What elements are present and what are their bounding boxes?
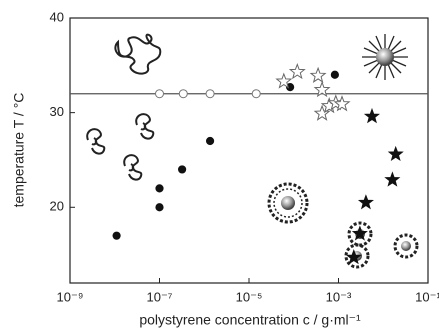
circle-marker — [205, 136, 215, 146]
star-marker — [309, 66, 327, 83]
circle-marker — [178, 165, 187, 174]
star-marker — [275, 72, 293, 89]
globule-icon — [135, 113, 155, 140]
x-tick-label: 10⁻⁷ — [146, 289, 172, 304]
circle-marker — [286, 82, 295, 92]
circle-marker — [155, 184, 164, 193]
star-marker — [357, 194, 374, 210]
star-marker — [288, 62, 306, 80]
circle-marker — [251, 89, 261, 99]
star-marker — [384, 171, 401, 187]
y-axis-label: temperature T / °C — [11, 93, 27, 208]
circle-marker — [205, 89, 215, 99]
icons — [86, 33, 162, 181]
x-axis-label: polystyrene concentration c / g·ml⁻¹ — [139, 312, 361, 328]
globule-icon — [86, 128, 106, 155]
micelle-icon — [362, 34, 408, 80]
y-tick-label: 40 — [50, 9, 64, 24]
globule-icon — [123, 154, 143, 181]
star-marker — [313, 104, 331, 121]
y-tick-label: 20 — [50, 199, 64, 214]
plot-frame — [69, 17, 429, 284]
coil-icon — [114, 33, 162, 75]
x-tick-label: 10⁻⁵ — [236, 289, 263, 304]
y-tick-label: 30 — [50, 104, 64, 119]
x-tick-label: 10⁻¹ — [415, 289, 439, 304]
star-marker — [363, 107, 380, 124]
circle-marker — [155, 203, 164, 212]
aggregate-icons — [267, 182, 419, 269]
star-marker — [387, 145, 404, 162]
x-tick-label: 10⁻⁹ — [57, 289, 84, 304]
star-marker — [313, 80, 331, 98]
circle-marker — [330, 70, 339, 79]
star-marker — [333, 95, 351, 112]
star-marker — [351, 225, 368, 241]
circle-marker — [178, 89, 188, 99]
x-tick-label: 10⁻³ — [326, 289, 352, 304]
circle-marker — [112, 231, 121, 240]
circle-marker — [155, 89, 164, 99]
star-marker — [345, 248, 362, 265]
